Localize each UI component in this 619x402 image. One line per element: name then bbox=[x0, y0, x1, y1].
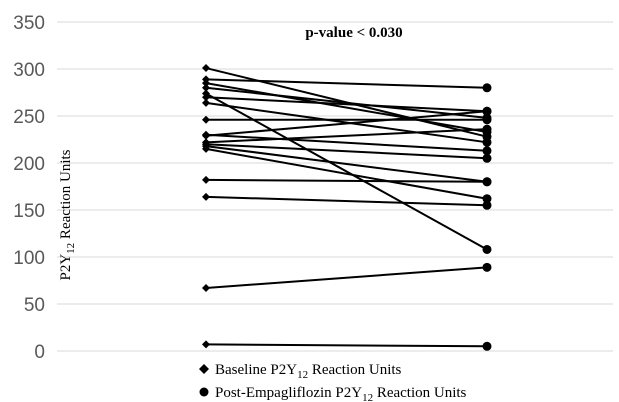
post-point bbox=[482, 153, 492, 163]
y-tick-label: 150 bbox=[13, 201, 45, 222]
baseline-point bbox=[202, 98, 210, 107]
pair-line bbox=[205, 343, 488, 348]
post-point bbox=[482, 124, 492, 134]
pair-line bbox=[205, 128, 488, 144]
post-point bbox=[482, 262, 492, 272]
legend-circle-marker bbox=[199, 387, 209, 397]
y-tick-label: 100 bbox=[13, 248, 45, 269]
legend-entry-baseline: Baseline P2Y12 Reaction Units bbox=[199, 362, 402, 381]
pair-line bbox=[205, 110, 488, 137]
pair-line bbox=[205, 133, 488, 152]
y-tick-label: 0 bbox=[34, 342, 45, 363]
legend: Baseline P2Y12 Reaction Units Post-Empag… bbox=[199, 362, 467, 402]
pair-line bbox=[205, 145, 488, 183]
post-point bbox=[482, 115, 492, 125]
data-pairs bbox=[202, 64, 492, 351]
post-point bbox=[482, 244, 492, 254]
post-point bbox=[482, 83, 492, 93]
post-point bbox=[482, 146, 492, 156]
pair-line bbox=[205, 96, 488, 113]
baseline-point bbox=[202, 131, 210, 140]
y-tick-label: 50 bbox=[24, 295, 45, 316]
baseline-point bbox=[202, 115, 210, 124]
y-axis-label: P2Y12 Reaction Units bbox=[58, 149, 77, 280]
p-value-annotation: p-value < 0.030 bbox=[305, 25, 402, 41]
baseline-point bbox=[202, 64, 210, 73]
legend-entry-post: Post-Empagliflozin P2Y12 Reaction Units bbox=[199, 385, 467, 402]
pair-line bbox=[205, 82, 488, 133]
post-point bbox=[482, 341, 492, 351]
y-tick-label: 200 bbox=[13, 154, 45, 175]
post-point bbox=[482, 194, 492, 204]
y-tick-labels: 0 50 100 150 200 250 300 350 bbox=[13, 13, 45, 363]
pair-line bbox=[205, 147, 488, 200]
pair-line bbox=[205, 266, 488, 290]
pair-line bbox=[205, 92, 488, 251]
post-point bbox=[482, 177, 492, 187]
baseline-point bbox=[202, 93, 210, 102]
gridlines bbox=[57, 21, 613, 352]
pair-line bbox=[205, 195, 488, 207]
pair-line bbox=[205, 78, 488, 89]
pair-line bbox=[205, 86, 488, 119]
y-tick-label: 250 bbox=[13, 107, 45, 128]
y-tick-label: 350 bbox=[13, 13, 45, 34]
pair-line bbox=[205, 178, 488, 183]
baseline-point bbox=[202, 175, 210, 184]
baseline-point bbox=[202, 83, 210, 92]
baseline-point bbox=[202, 192, 210, 201]
baseline-point bbox=[202, 284, 210, 293]
legend-label-post: Post-Empagliflozin P2Y12 Reaction Units bbox=[215, 385, 467, 402]
post-point bbox=[482, 200, 492, 210]
legend-diamond-marker bbox=[199, 364, 209, 374]
baseline-point bbox=[202, 144, 210, 153]
baseline-point bbox=[202, 340, 210, 349]
pair-line bbox=[205, 143, 488, 160]
y-tick-label: 300 bbox=[13, 60, 45, 81]
post-point bbox=[482, 137, 492, 147]
legend-label-baseline: Baseline P2Y12 Reaction Units bbox=[215, 362, 402, 381]
post-point bbox=[482, 106, 492, 116]
baseline-point bbox=[202, 79, 210, 88]
